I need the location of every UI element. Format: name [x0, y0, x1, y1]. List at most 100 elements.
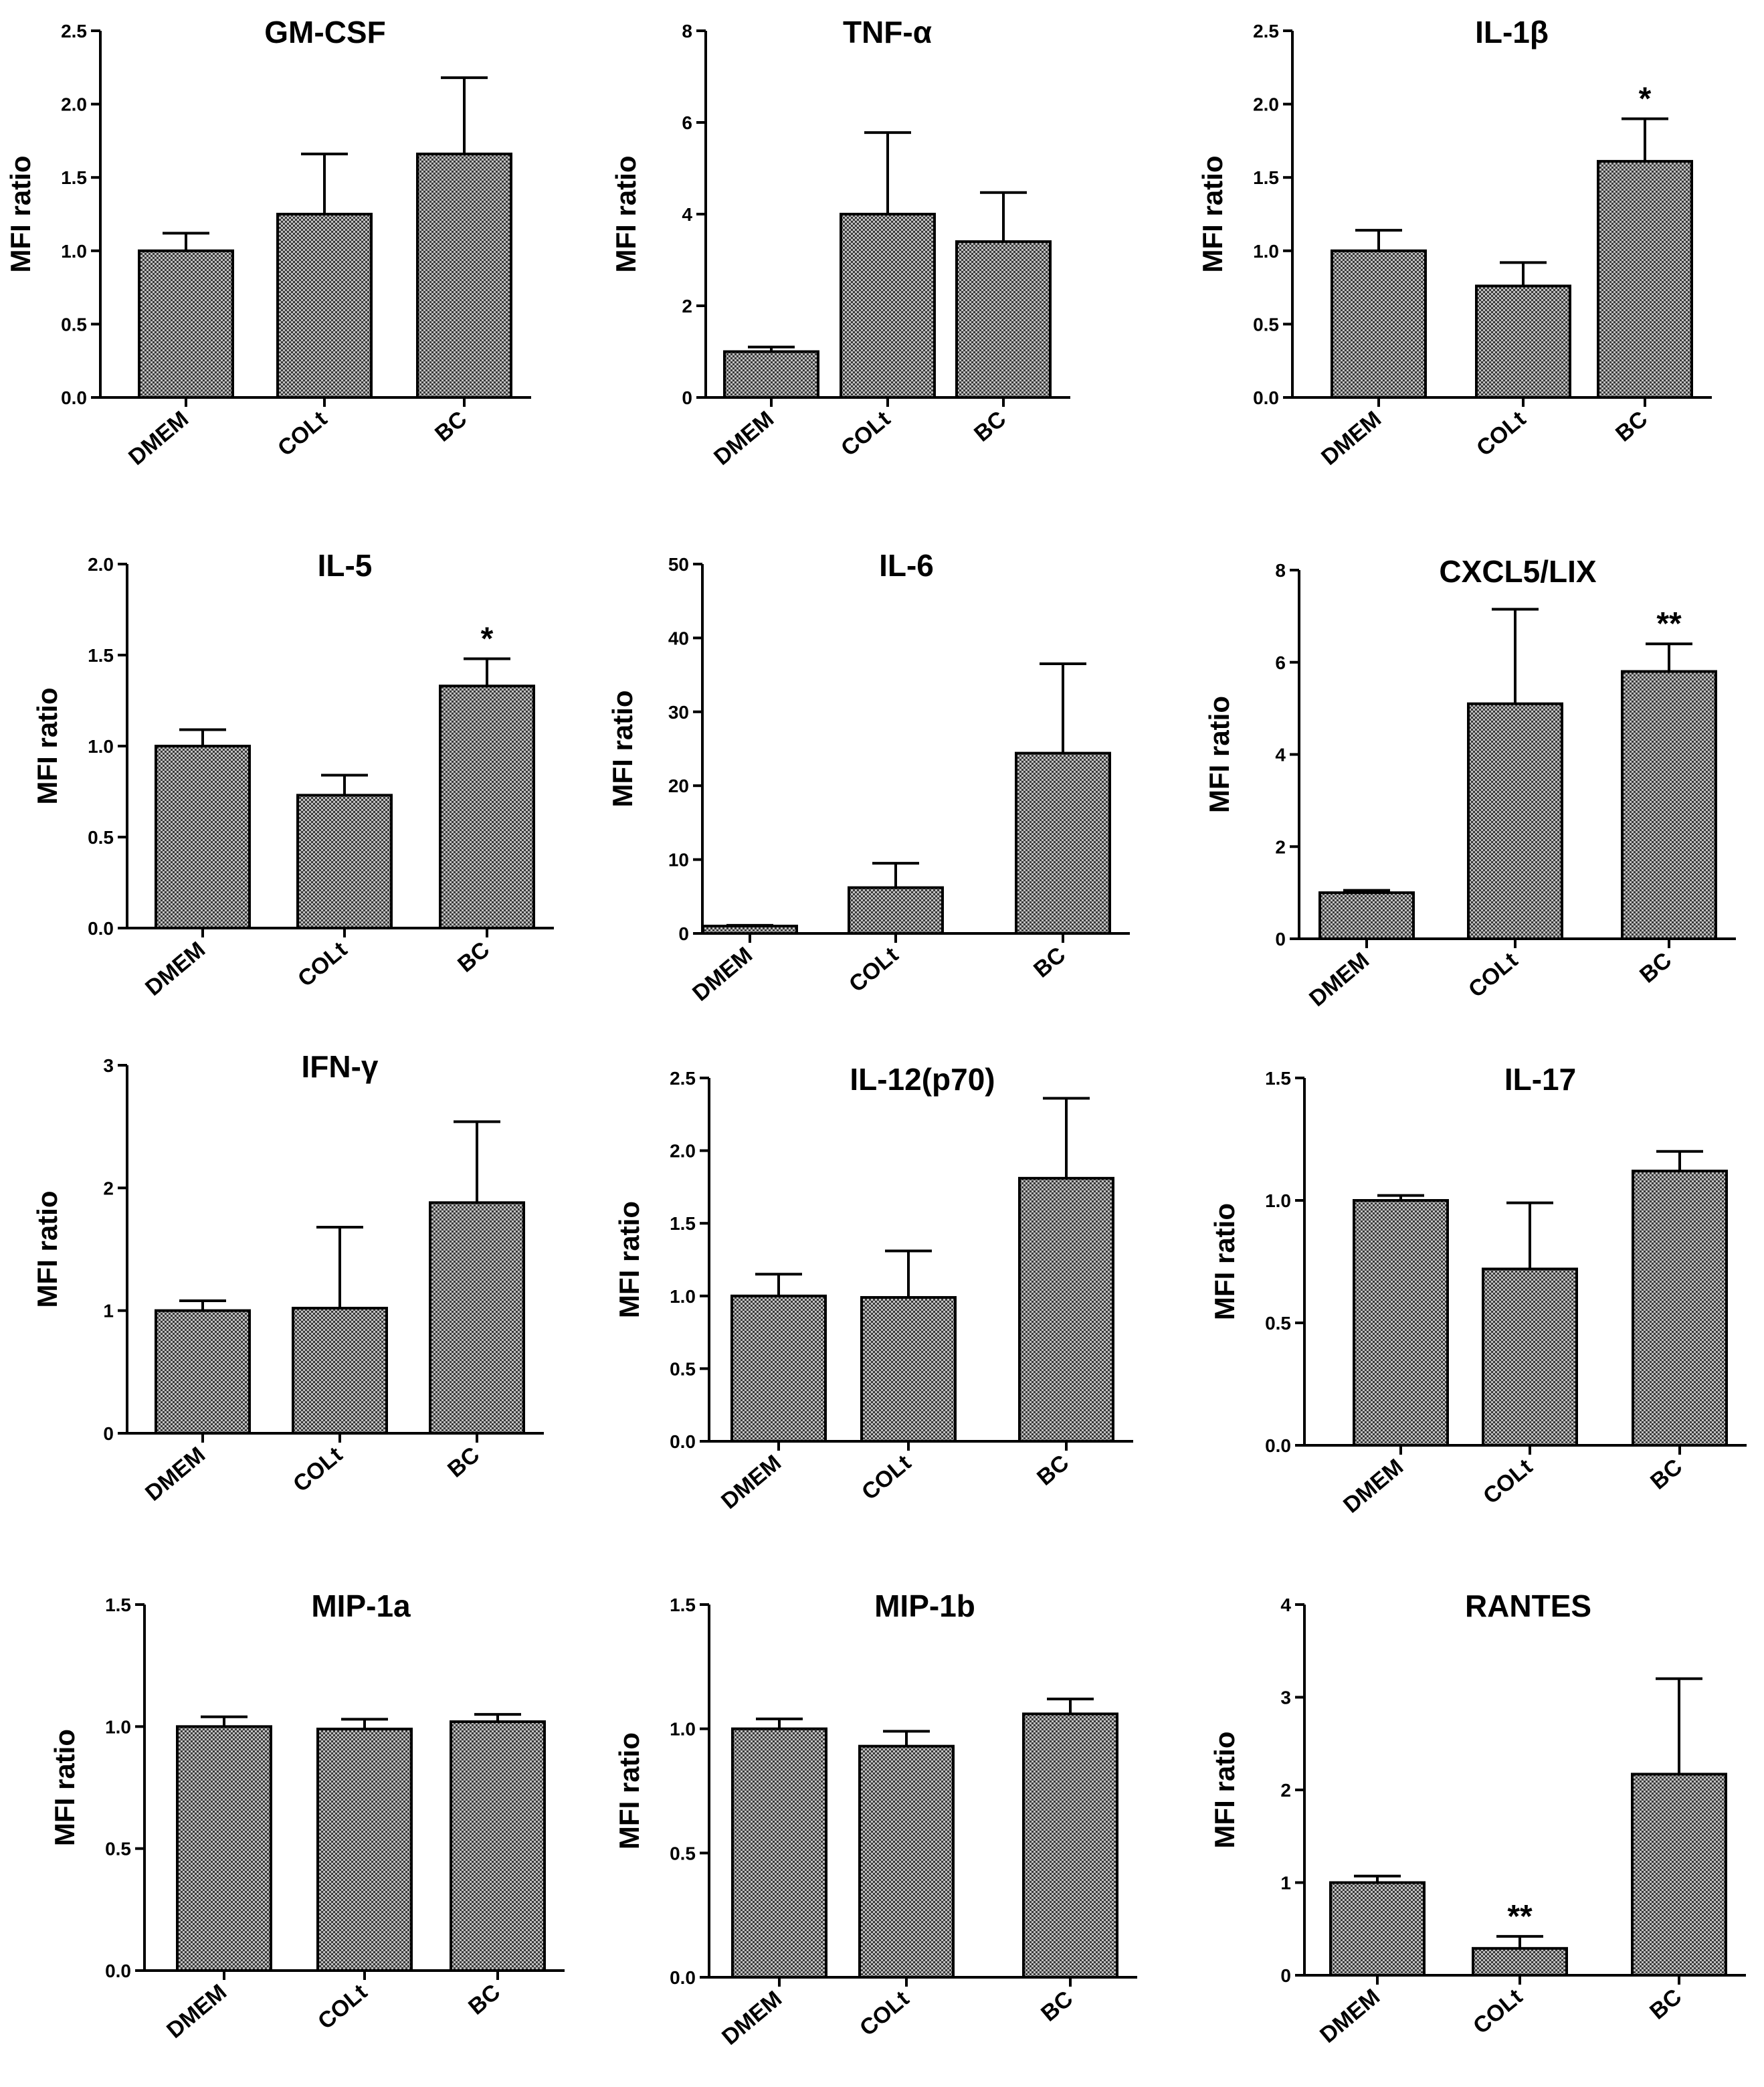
chart-panel: 0 10 20 30 40 50 MFI ratio IL-6 DMEM COLt BC: [607, 548, 1130, 1006]
y-tick-label: 2: [103, 1178, 114, 1198]
category-label: DMEM: [124, 406, 193, 470]
category-label: COLt: [1468, 1984, 1527, 2039]
y-tick-label: 1: [1280, 1873, 1291, 1894]
y-tick-label: 0.5: [61, 314, 87, 335]
bar-dmem: [723, 350, 819, 399]
y-tick-label: 0: [103, 1423, 114, 1444]
y-tick-label: 0.0: [105, 1961, 131, 1981]
category-label: BC: [1032, 1450, 1074, 1491]
y-tick-label: 2.5: [1253, 21, 1279, 41]
bar-bc: [429, 1201, 525, 1435]
chart-panel: 0 1 2 3 MFI ratio IFN-γ DMEM COLt BC: [31, 1049, 544, 1506]
panel-title: MIP-1a: [311, 1589, 411, 1623]
panel-title: IL-17: [1504, 1062, 1576, 1097]
bar-dmem: [155, 1309, 251, 1435]
category-label: BC: [1036, 1986, 1078, 2027]
y-axis-label: MFI ratio: [1203, 696, 1235, 813]
y-axis-label: MFI ratio: [607, 691, 638, 808]
panel-title: IL-12(p70): [850, 1062, 995, 1097]
bar-colt: [848, 886, 944, 935]
y-tick-label: 0: [1280, 1965, 1291, 1986]
bar-bc: [1632, 1170, 1728, 1447]
y-tick-label: 1.0: [61, 241, 87, 262]
y-tick-label: 40: [668, 628, 689, 648]
category-label: DMEM: [140, 937, 210, 1001]
bar-colt: [1475, 284, 1571, 399]
bar-colt: [1472, 1946, 1568, 1977]
y-tick-label: 1.0: [670, 1286, 696, 1307]
y-tick-label: 2.0: [88, 554, 114, 575]
category-label: DMEM: [716, 1450, 786, 1514]
category-label: DMEM: [688, 942, 757, 1006]
y-tick-label: 0.5: [88, 827, 114, 848]
category-label: DMEM: [1304, 947, 1374, 1012]
bar-bc: [955, 240, 1052, 399]
category-label: COLt: [293, 937, 352, 992]
y-tick-label: 4: [1275, 745, 1286, 765]
bar-colt: [840, 213, 936, 399]
category-label: COLt: [313, 1979, 372, 2035]
bar-dmem: [702, 924, 798, 935]
panel-title: MIP-1b: [874, 1589, 975, 1623]
bar-bc: [1631, 1773, 1727, 1977]
y-axis-label: MFI ratio: [1209, 1732, 1240, 1849]
y-axis-label: MFI ratio: [610, 156, 642, 273]
bar-colt: [1467, 702, 1563, 941]
y-tick-label: 0.5: [1265, 1313, 1291, 1334]
category-label: BC: [443, 1442, 484, 1483]
y-tick-label: 0: [1275, 929, 1286, 949]
y-tick-label: 0.0: [1265, 1435, 1291, 1456]
bar-dmem: [1331, 249, 1427, 399]
bar-bc: [450, 1720, 546, 1973]
chart-panel: 0.0 0.5 1.0 1.5 MFI ratio MIP-1a DMEM COLt BC: [49, 1589, 565, 2044]
panel-title: TNF-α: [843, 15, 932, 50]
y-tick-label: 1.0: [88, 736, 114, 757]
y-tick-label: 2: [682, 296, 692, 316]
category-label: BC: [1029, 942, 1070, 983]
category-label: BC: [453, 937, 494, 978]
y-axis-label: MFI ratio: [1209, 1203, 1240, 1320]
y-tick-label: 3: [1280, 1688, 1291, 1708]
y-tick-label: 8: [1275, 560, 1286, 581]
bar-colt: [296, 794, 393, 929]
y-tick-label: 0.0: [670, 1431, 696, 1452]
category-label: BC: [464, 1979, 505, 2020]
y-tick-label: 2: [1280, 1780, 1291, 1801]
category-label: BC: [430, 406, 472, 447]
chart-panel: 0.0 0.5 1.0 1.5 MFI ratio IL-17 DMEM COLt BC: [1209, 1062, 1747, 1518]
category-label: COLt: [288, 1442, 347, 1498]
y-axis-label: MFI ratio: [613, 1732, 645, 1849]
y-tick-label: 1.0: [1253, 241, 1279, 262]
y-tick-label: 3: [103, 1055, 114, 1076]
bar-dmem: [155, 745, 251, 929]
bar-dmem: [1318, 891, 1415, 940]
category-label: DMEM: [1316, 406, 1386, 470]
category-label: BC: [1611, 406, 1652, 447]
y-tick-label: 2.5: [670, 1068, 696, 1089]
y-tick-label: 1: [103, 1301, 114, 1322]
bar-dmem: [138, 249, 234, 399]
bar-colt: [292, 1307, 388, 1435]
y-tick-label: 0.5: [670, 1358, 696, 1379]
category-label: COLt: [1478, 1454, 1537, 1510]
y-axis-label: MFI ratio: [31, 1191, 63, 1308]
significance-marker: *: [1639, 82, 1652, 117]
y-tick-label: 30: [668, 702, 689, 723]
y-tick-label: 1.5: [1253, 167, 1279, 188]
y-tick-label: 0.5: [1253, 314, 1279, 335]
chart-panel: 0.0 0.5 1.0 1.5 MFI ratio MIP-1b DMEM COLt BC: [613, 1589, 1137, 2050]
y-tick-label: 1.5: [88, 645, 114, 666]
y-tick-label: 0: [678, 923, 689, 944]
y-tick-label: 1.0: [670, 1719, 696, 1740]
y-tick-label: 0.0: [61, 387, 87, 408]
category-label: DMEM: [140, 1442, 210, 1506]
y-tick-label: 0.0: [670, 1967, 696, 1988]
bar-colt: [316, 1727, 413, 1972]
category-label: DMEM: [1315, 1984, 1385, 2048]
panel-title: IL-6: [879, 548, 934, 583]
y-tick-label: 1.0: [105, 1716, 131, 1737]
y-tick-label: 2.0: [670, 1141, 696, 1162]
bar-colt: [860, 1295, 957, 1443]
category-label: COLt: [857, 1450, 916, 1506]
